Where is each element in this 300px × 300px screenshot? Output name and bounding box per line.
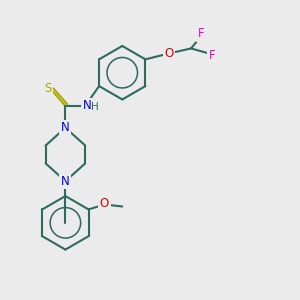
Text: O: O: [165, 47, 174, 60]
Text: O: O: [100, 197, 109, 210]
Text: N: N: [61, 175, 70, 188]
Text: S: S: [44, 82, 51, 94]
Text: N: N: [61, 121, 70, 134]
Text: H: H: [91, 102, 99, 112]
Text: F: F: [208, 49, 215, 62]
Text: F: F: [198, 27, 204, 40]
Text: N: N: [83, 99, 92, 112]
